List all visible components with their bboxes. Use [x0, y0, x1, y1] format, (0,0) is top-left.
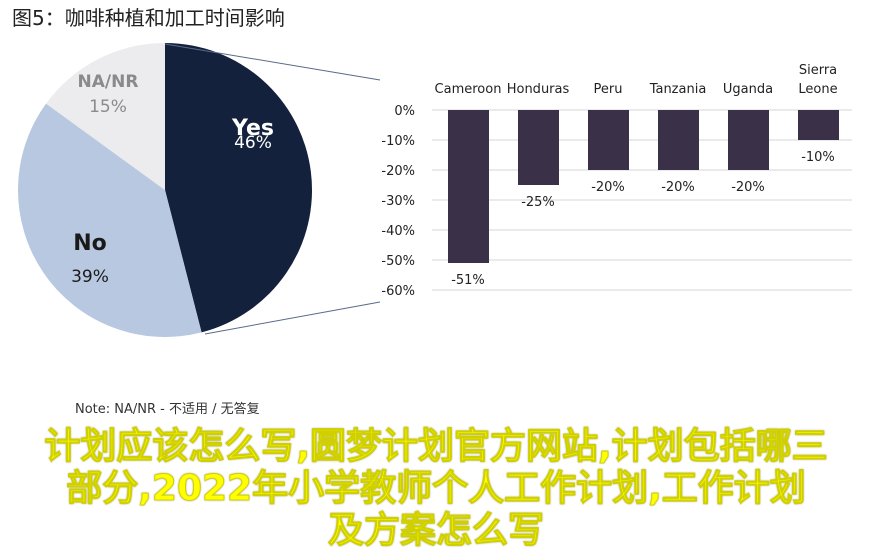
bar-data-label: -10% [801, 150, 835, 165]
x-category-label: Leone [798, 82, 837, 97]
connector-line [164, 43, 381, 81]
y-tick-label: -10% [381, 134, 415, 149]
bar-uganda [728, 110, 769, 170]
pie-label: NA/NR [78, 72, 139, 92]
overlay-line: 计划应该怎么写,圆梦计划官方网站,计划包括哪三 [44, 426, 828, 468]
pie-label: Yes [231, 116, 274, 141]
chart-title: 图5：咖啡种植和加工时间影响 [12, 6, 285, 30]
bar-data-label: -51% [451, 273, 485, 288]
y-tick-label: -40% [381, 224, 415, 239]
overlay-line: 及方案怎么写 [327, 510, 544, 552]
y-tick-label: -50% [381, 254, 415, 269]
pie-slice-na-nr [46, 43, 165, 190]
bar-data-label: -20% [731, 180, 765, 195]
pie-value-label: 39% [71, 267, 109, 287]
bar-cameroon [448, 110, 489, 263]
chart-note: Note: NA/NR - 不适用 / 无答复 [75, 402, 260, 417]
pie-slice-no [17, 103, 202, 337]
bar-data-label: -25% [521, 195, 555, 210]
x-category-label: Honduras [507, 82, 570, 97]
pie-value-label: 46% [234, 133, 272, 153]
x-category-label: Cameroon [435, 82, 502, 97]
pie-label: No [73, 231, 107, 256]
x-category-label: Uganda [723, 82, 773, 97]
pie-value-label: 15% [89, 97, 127, 117]
y-tick-label: -60% [381, 284, 415, 299]
pie-slice-yes [165, 43, 312, 333]
y-tick-label: -30% [381, 194, 415, 209]
bar-data-label: -20% [661, 180, 695, 195]
connector-line [204, 301, 381, 335]
x-category-label: Peru [594, 82, 623, 97]
bar-peru [588, 110, 629, 170]
x-category-label: Tanzania [649, 82, 707, 97]
bar-honduras [518, 110, 559, 185]
bar-sierra-leone [798, 110, 839, 140]
bar-tanzania [658, 110, 699, 170]
bar-data-label: -20% [591, 180, 625, 195]
x-category-label: Sierra [799, 63, 837, 78]
overlay-watermark-text: 计划应该怎么写,圆梦计划官方网站,计划包括哪三 部分,2022年小学教师个人工作… [0, 426, 872, 552]
y-tick-label: -20% [381, 164, 415, 179]
overlay-line: 部分,2022年小学教师个人工作计划,工作计划 [66, 468, 807, 510]
y-tick-label: 0% [394, 104, 415, 119]
